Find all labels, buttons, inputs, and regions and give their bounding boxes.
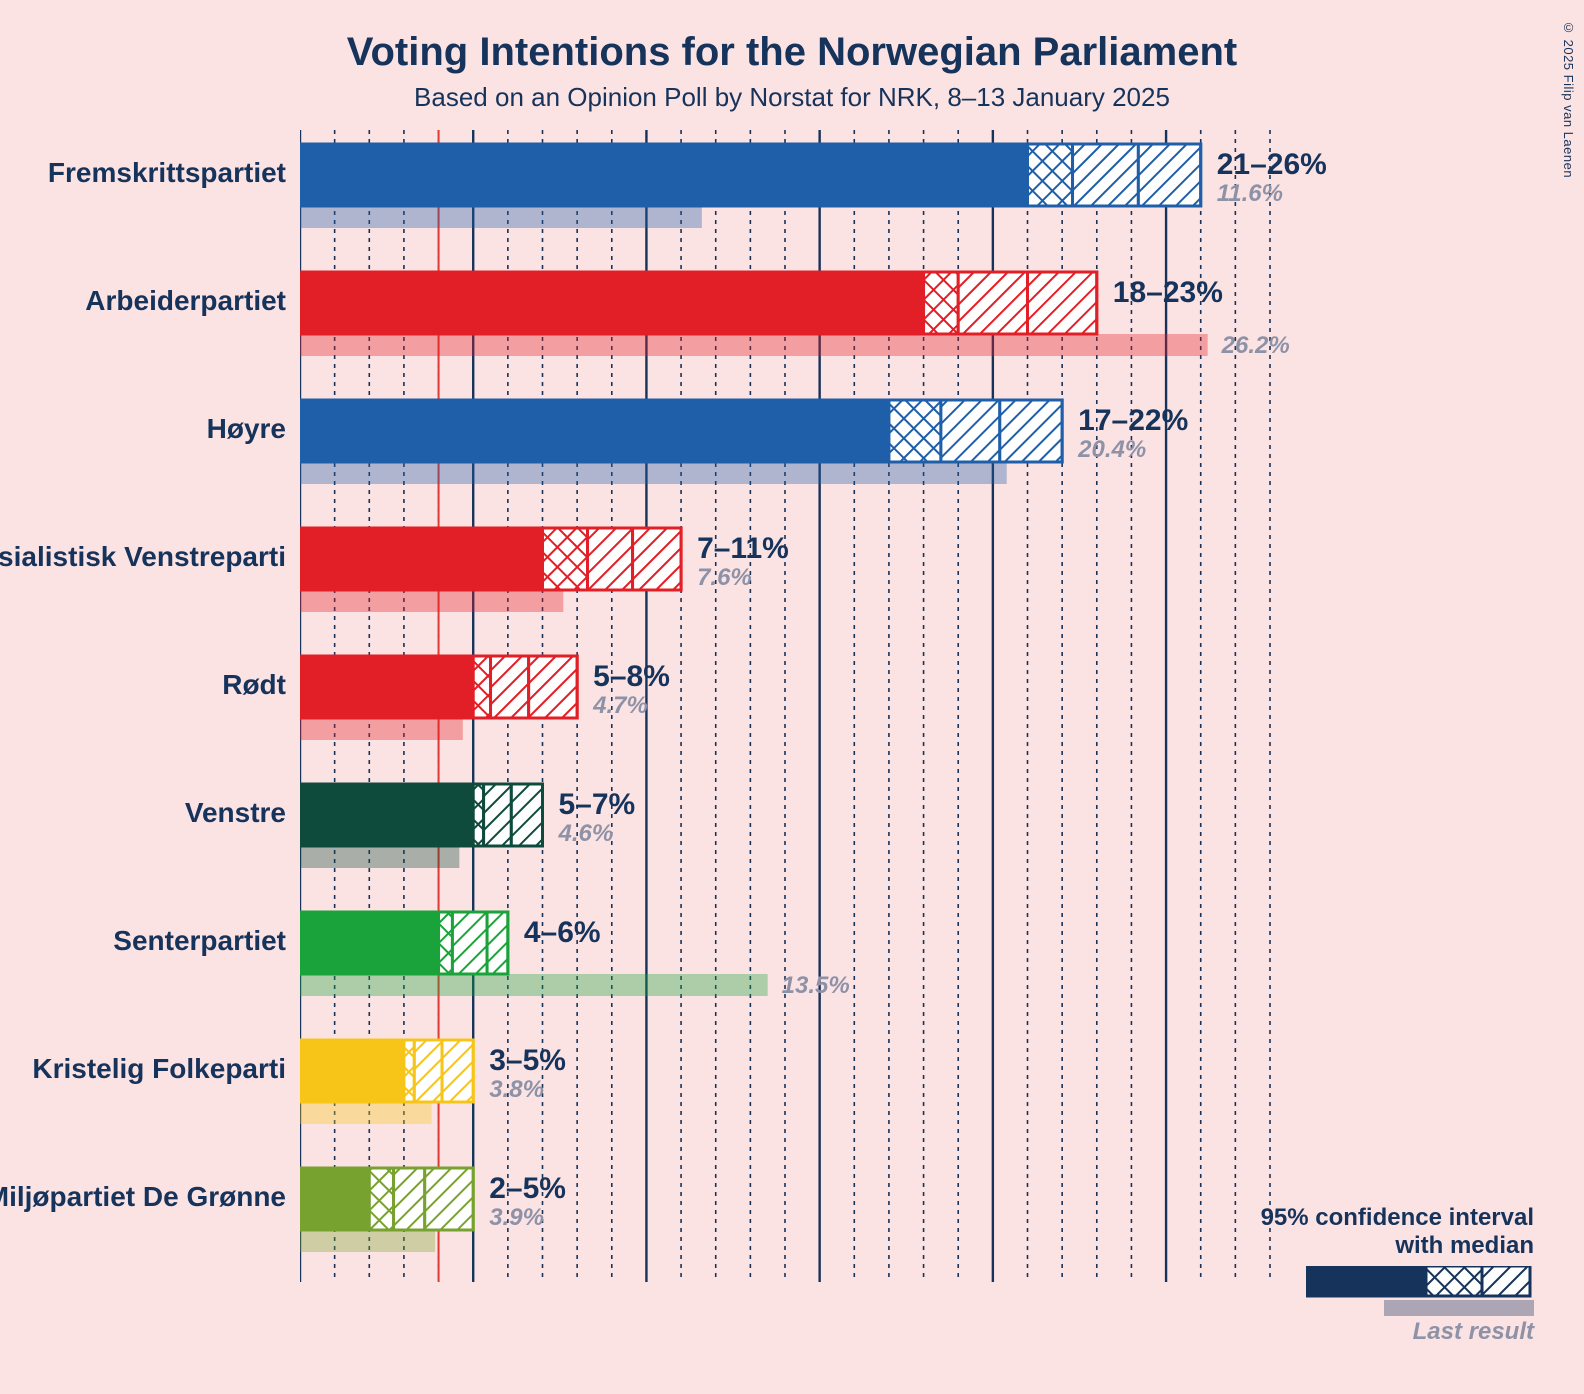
last-result-label: 26.2%: [1222, 332, 1290, 360]
last-result-label: 4.7%: [593, 692, 648, 720]
last-result-label: 11.6%: [1217, 180, 1283, 208]
range-label: 2–5%: [489, 1172, 566, 1206]
party-label: Rødt: [222, 669, 286, 701]
chart-subtitle: Based on an Opinion Poll by Norstat for …: [0, 82, 1584, 113]
copyright-label: © 2025 Filip van Laenen: [1561, 20, 1576, 178]
party-label: Venstre: [185, 797, 286, 829]
last-result-label: 20.4%: [1078, 436, 1146, 464]
range-label: 21–26%: [1217, 148, 1327, 182]
chart-title: Voting Intentions for the Norwegian Parl…: [0, 30, 1584, 75]
party-label: Kristelig Folkeparti: [32, 1053, 286, 1085]
range-label: 3–5%: [489, 1044, 566, 1078]
last-result-label: 7.6%: [697, 564, 752, 592]
chart-plot: [300, 130, 1530, 1360]
party-label: Sosialistisk Venstreparti: [0, 541, 286, 573]
legend-title-1: 95% confidence interval: [1261, 1204, 1534, 1232]
party-label: Miljøpartiet De Grønne: [0, 1181, 286, 1213]
range-label: 17–22%: [1078, 404, 1188, 438]
range-label: 18–23%: [1113, 276, 1223, 310]
chart-legend: 95% confidence intervalwith median Last r…: [1261, 1204, 1534, 1346]
chart-canvas: Voting Intentions for the Norwegian Parl…: [0, 0, 1584, 1394]
last-result-label: 13.5%: [782, 972, 850, 1000]
party-label: Fremskrittspartiet: [48, 157, 286, 189]
party-label: Arbeiderpartiet: [85, 285, 286, 317]
range-label: 5–8%: [593, 660, 670, 694]
range-label: 7–11%: [697, 532, 789, 566]
party-label: Senterpartiet: [113, 925, 286, 957]
legend-last-result: Last result: [1261, 1318, 1534, 1346]
last-result-label: 3.8%: [489, 1076, 544, 1104]
legend-title-2: with median: [1261, 1232, 1534, 1260]
range-label: 5–7%: [559, 788, 636, 822]
last-result-label: 3.9%: [489, 1204, 544, 1232]
party-label: Høyre: [207, 413, 286, 445]
last-result-label: 4.6%: [559, 820, 614, 848]
range-label: 4–6%: [524, 916, 601, 950]
